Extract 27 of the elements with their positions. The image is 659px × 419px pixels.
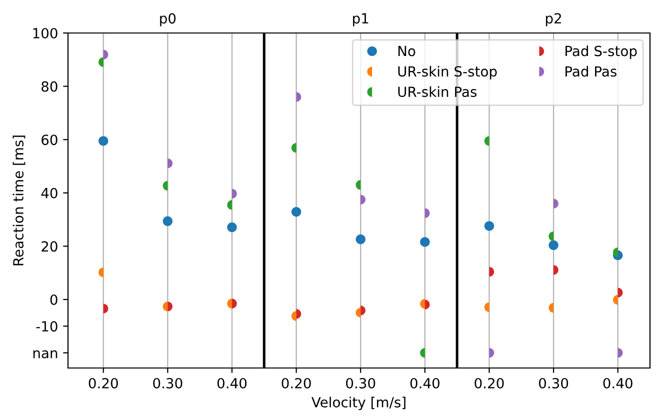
x-tick-label: 0.30	[153, 378, 182, 388]
legend-label: Pad Pas	[566, 66, 616, 77]
x-tick-label: 0.40	[217, 378, 247, 388]
x-tick-label: 0.20	[474, 378, 504, 388]
legend-label: UR-skin S-stop	[398, 66, 497, 80]
x-tick-label: 0.40	[410, 378, 440, 388]
x-axis-title: Velocity [m/s]	[312, 396, 406, 410]
y-tick-label: 60	[42, 134, 58, 146]
x-tick-label: 0.20	[282, 378, 311, 388]
y-tick-label: 80	[42, 81, 58, 92]
y-tick-label: 100	[33, 28, 58, 38]
y-tick-label: nan	[33, 350, 58, 358]
legend-label: Pad S-stop	[566, 46, 637, 59]
y-tick-label: 0	[50, 294, 58, 305]
y-tick-label: 40	[41, 188, 58, 198]
legend-label: UR-skin Pas	[398, 86, 477, 98]
text: p2	[546, 13, 561, 26]
x-tick-label: 0.40	[603, 378, 632, 388]
legend-label: No	[398, 46, 416, 56]
x-tick-label: 0.20	[88, 378, 118, 388]
y-tick-label: 20	[42, 241, 58, 252]
x-tick-label: 0.30	[346, 378, 376, 388]
text: p1	[353, 13, 368, 26]
x-tick-label: 0.30	[538, 378, 568, 388]
text: p0	[160, 13, 176, 26]
y-axis-title: Reaction time [ms]	[12, 136, 26, 266]
y-tick-label: -10	[36, 321, 58, 332]
